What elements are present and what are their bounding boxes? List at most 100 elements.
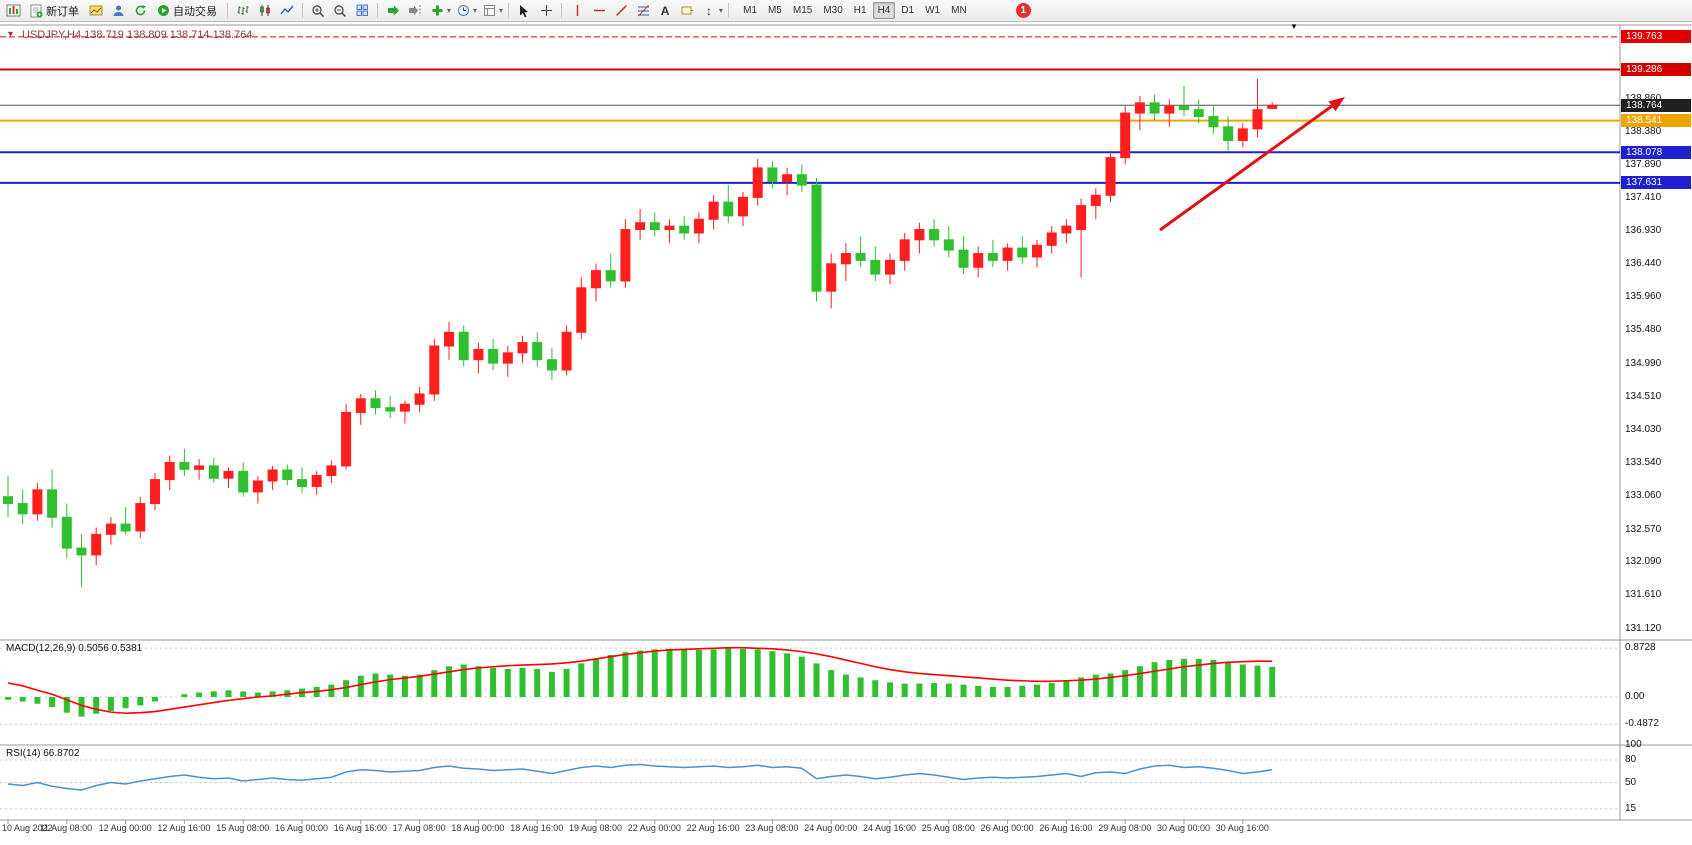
chart-title: USDJPY,H4 138.719 138.809 138.714 138.76… <box>22 29 253 41</box>
candle <box>194 465 205 470</box>
candlestick-chart-button[interactable] <box>255 2 275 20</box>
candle <box>1237 128 1248 142</box>
candle <box>767 167 778 183</box>
toolbar-separator <box>561 3 563 18</box>
timeframe-m1[interactable]: M1 <box>743 5 757 16</box>
profiles-button[interactable] <box>108 2 128 20</box>
candle <box>635 222 646 231</box>
candle <box>1193 109 1204 118</box>
horizontal-line-icon <box>593 9 605 12</box>
periods-caret-icon[interactable]: ▾ <box>473 6 478 15</box>
refresh-button[interactable] <box>130 2 150 20</box>
auto-scroll-button[interactable] <box>383 2 403 20</box>
fibonacci-button[interactable] <box>633 2 653 20</box>
vertical-line-button[interactable] <box>567 2 587 20</box>
templates-caret-icon[interactable]: ▾ <box>499 6 504 15</box>
candle <box>679 225 690 234</box>
indicators-caret-icon[interactable]: ▾ <box>447 6 452 15</box>
macd-label: MACD(12,26,9) 0.5056 0.5381 <box>6 643 143 654</box>
line-chart-button[interactable] <box>277 2 297 20</box>
timeframe-m15[interactable]: M15 <box>792 5 813 16</box>
trend-arrow-line[interactable] <box>1159 104 1333 232</box>
timeframe-w1[interactable]: W1 <box>925 5 941 16</box>
autotrade-icon <box>158 5 169 16</box>
candle <box>605 270 616 282</box>
candle <box>1223 126 1234 142</box>
toolbar: 新订单 自动交易 ▾ ▾ ▾ <box>0 0 1692 22</box>
candle <box>429 345 440 395</box>
candle <box>1149 102 1160 114</box>
candle <box>458 331 469 361</box>
timeframe-mn[interactable]: MN <box>951 5 967 16</box>
candle <box>385 407 396 412</box>
periods-button[interactable] <box>453 2 473 20</box>
zoom-out-button[interactable] <box>330 2 350 20</box>
timeframe-m30[interactable]: M30 <box>823 5 843 16</box>
arrows-button[interactable]: ↕ <box>706 3 713 18</box>
timeframe-m5[interactable]: M5 <box>767 5 782 16</box>
candle <box>297 479 307 487</box>
trend-arrow-head[interactable] <box>1328 97 1346 112</box>
candle <box>532 342 543 361</box>
macd-signal-line <box>7 646 1273 715</box>
text-button[interactable]: A <box>660 3 670 18</box>
chart-window-icon <box>89 5 103 16</box>
auto-scroll-icon <box>388 5 399 16</box>
candle <box>1120 112 1131 159</box>
candle <box>502 352 513 364</box>
candle <box>723 201 734 217</box>
candle <box>1105 157 1116 196</box>
text-label-button[interactable] <box>677 2 697 20</box>
bar-chart-button[interactable] <box>233 2 253 20</box>
chart-shift-button[interactable] <box>405 2 425 20</box>
candle <box>1032 244 1042 258</box>
crosshair-icon <box>540 5 552 16</box>
candle <box>958 249 969 268</box>
templates-button[interactable] <box>479 2 499 20</box>
candle <box>855 253 866 261</box>
candle <box>811 184 822 292</box>
toolbar-separator <box>302 3 303 18</box>
candle <box>488 348 499 364</box>
candle <box>738 196 748 217</box>
crosshair-button[interactable] <box>536 2 556 20</box>
candle <box>311 474 322 487</box>
candle <box>591 270 601 289</box>
cursor-button[interactable] <box>514 2 534 20</box>
zoom-in-button[interactable] <box>308 2 328 20</box>
candle <box>105 523 116 535</box>
app-icon <box>3 2 23 20</box>
arrows-caret-icon[interactable]: ▾ <box>719 6 724 15</box>
candle <box>840 253 851 265</box>
candle <box>1076 205 1087 231</box>
notification-badge[interactable]: 1 <box>1015 3 1031 18</box>
timeframe-h4[interactable]: H4 <box>872 2 896 19</box>
candle <box>355 398 366 413</box>
trendline-icon <box>615 4 627 17</box>
object-anchor-icon[interactable]: ▼ <box>1290 22 1298 31</box>
candle <box>546 359 557 371</box>
indicators-button[interactable] <box>427 2 447 20</box>
candle <box>223 470 234 479</box>
timeframe-d1[interactable]: D1 <box>901 5 915 16</box>
candle <box>1164 105 1175 114</box>
new-order-button[interactable]: 新订单 <box>25 1 84 21</box>
horizontal-line-button[interactable] <box>589 2 609 20</box>
timeframe-h1[interactable]: H1 <box>853 5 867 16</box>
candle <box>664 225 675 231</box>
trendline-button[interactable] <box>611 2 631 20</box>
candle <box>973 253 984 268</box>
chart-window-button[interactable] <box>86 2 106 20</box>
autotrade-button[interactable]: 自动交易 <box>152 1 222 21</box>
candle <box>61 516 72 549</box>
rsi-line <box>7 763 1273 791</box>
fibonacci-icon <box>637 5 649 17</box>
candle <box>1002 247 1013 261</box>
candle <box>649 222 660 231</box>
candle <box>914 229 925 241</box>
chart-canvas[interactable] <box>0 22 1692 845</box>
text-label-icon <box>681 6 694 15</box>
candle <box>885 259 895 275</box>
candle <box>708 201 719 220</box>
tile-windows-button[interactable] <box>352 2 372 20</box>
